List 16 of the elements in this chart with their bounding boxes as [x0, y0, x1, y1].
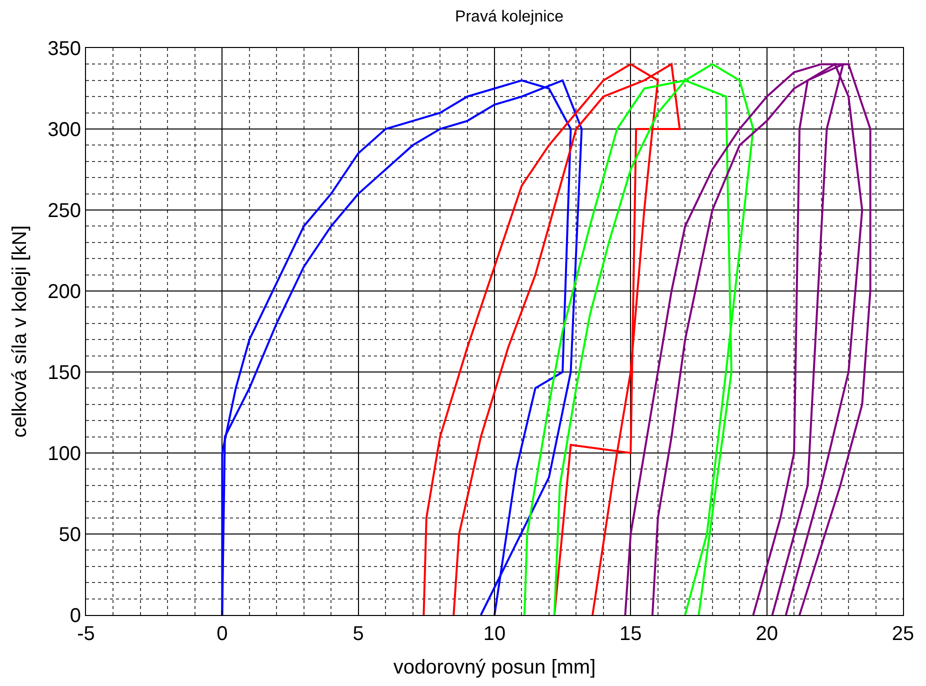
x-tick-label: 0 — [216, 623, 228, 645]
y-tick-label: 150 — [48, 362, 81, 384]
x-tick-label: 5 — [352, 623, 364, 645]
x-tick-label: 15 — [620, 623, 642, 645]
y-tick-label: 350 — [48, 38, 81, 60]
y-tick-label: 300 — [48, 119, 81, 141]
y-tick-label: 100 — [48, 443, 81, 465]
chart-title: Pravá kolejnice — [455, 8, 564, 26]
y-tick-label: 50 — [58, 524, 81, 546]
y-axis-title: celková síla v koleji [kN] — [9, 225, 32, 438]
y-tick-label: 250 — [48, 200, 81, 222]
x-tick-label: 25 — [892, 623, 914, 645]
x-tick-label: 20 — [756, 623, 778, 645]
y-tick-label: 200 — [48, 281, 81, 303]
x-tick-label: 10 — [483, 623, 506, 645]
x-axis-title: vodorovný posun [mm] — [393, 656, 596, 678]
